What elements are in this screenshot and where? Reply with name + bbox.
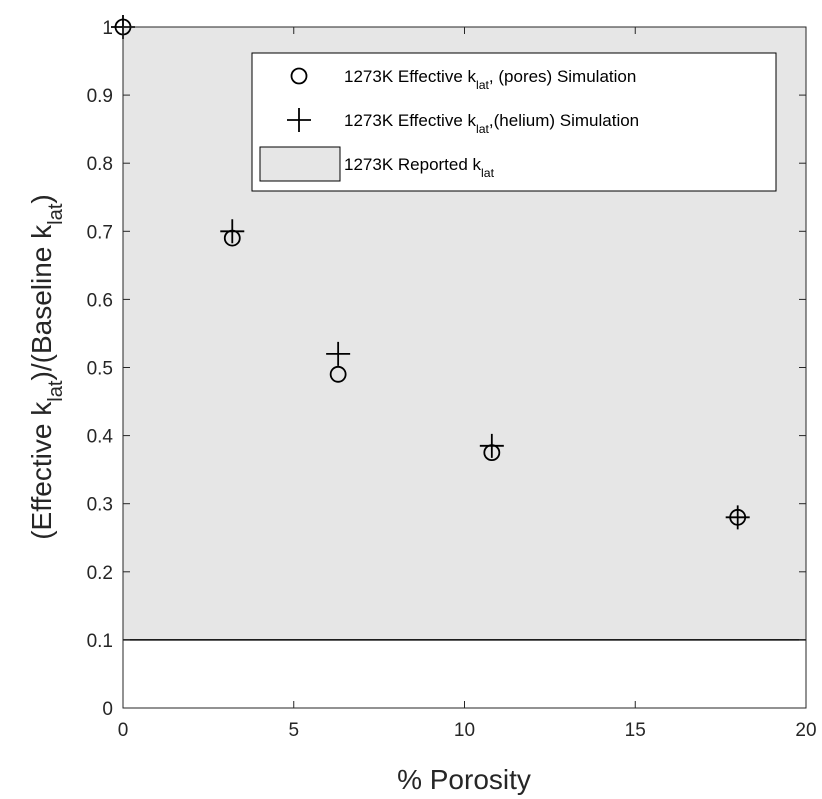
y-tick-label: 0.7 [87, 222, 113, 243]
pores-point [329, 365, 347, 383]
x-axis-label: % Porosity [397, 764, 531, 795]
y-tick-label: 0.3 [87, 495, 113, 516]
x-tick-label: 20 [795, 720, 816, 741]
legend-label-text-part: ,(helium) Simulation [489, 111, 639, 130]
legend-label: 1273K Reported klat [344, 155, 495, 180]
legend-label-text-part: 1273K Effective k [344, 111, 476, 130]
y-axis-label-text-part: )/(Baseline k [26, 224, 57, 381]
tick-layer: 0 5 10 15 20 0 0.1 0.2 0.3 0.4 0.5 0.6 0.7 0.8 0.9 1 [87, 18, 817, 741]
y-tick-label: 0.2 [87, 563, 113, 584]
y-axis-label-text-part: ) [26, 194, 57, 203]
legend-label: 1273K Effective klat, (pores) Simulation [344, 67, 636, 92]
y-axis-label: (Effective klat)/(Baseline klat) [26, 194, 67, 540]
legend-marker-plus [287, 108, 311, 132]
legend-label-text-part: , (pores) Simulation [489, 67, 636, 86]
helium-point [326, 341, 351, 366]
legend-label-subscript: lat [476, 122, 490, 136]
axes-box [122, 26, 807, 709]
y-tick-label: 0 [102, 699, 113, 720]
x-tick-label: 15 [625, 720, 646, 741]
y-tick-label: 0.4 [87, 427, 114, 448]
legend-marker-patch [259, 146, 341, 182]
axes-layer [122, 26, 807, 709]
x-tick-label: 0 [118, 720, 129, 741]
y-tick-label: 0.1 [87, 631, 113, 652]
legend-label-subscript: lat [476, 78, 490, 92]
legend-label-text-part: 1273K Effective k [344, 67, 476, 86]
helium-point [725, 505, 750, 530]
y-axis-label-text-part: (Effective k [26, 401, 57, 540]
y-axis-label-subscript: lat [45, 380, 67, 402]
legend-label: 1273K Effective klat,(helium) Simulation [344, 111, 639, 136]
helium-point [220, 219, 245, 244]
y-axis-label-subscript: lat [45, 203, 67, 225]
y-tick-label: 1 [102, 18, 113, 39]
x-tick-label: 10 [454, 720, 475, 741]
legend-label-text-part: 1273K Reported k [344, 155, 482, 174]
x-tick-label: 5 [288, 720, 299, 741]
y-tick-label: 0.8 [87, 154, 113, 175]
y-tick-label: 0.5 [87, 359, 113, 380]
y-tick-label: 0.9 [87, 86, 113, 107]
helium-point [479, 433, 504, 458]
legend-label-subscript: lat [481, 166, 495, 180]
series-layer [111, 15, 750, 530]
legend: 1273K Effective klat, (pores) Simulation… [251, 52, 777, 192]
legend-marker-circle [290, 67, 308, 85]
y-tick-label: 0.6 [87, 290, 113, 311]
